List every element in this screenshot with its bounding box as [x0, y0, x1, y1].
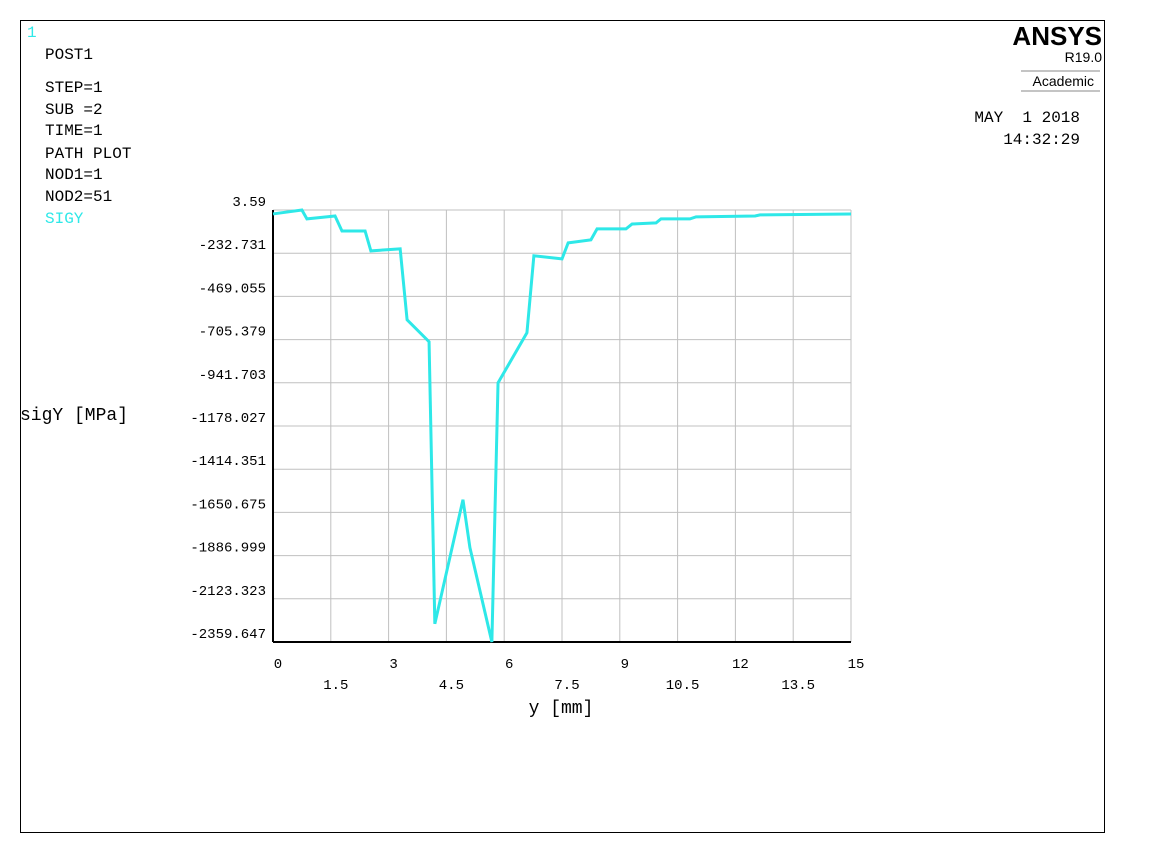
info-block: POST1 STEP=1 SUB =2 TIME=1 PATH PLOT NOD1=1 NO…	[45, 46, 131, 206]
y-tick-label: -705.379	[199, 325, 266, 341]
x-tick-label: 9	[621, 657, 629, 673]
x-tick-label: 6	[505, 657, 513, 673]
x-tick-label: 7.5	[554, 678, 579, 694]
date: MAY 1 2018	[974, 109, 1080, 127]
y-tick-label: -1178.027	[190, 411, 266, 427]
info-line: SUB =2	[45, 101, 103, 119]
x-tick-label: 13.5	[781, 678, 815, 694]
brand-version: R19.0	[1065, 49, 1103, 65]
frame	[20, 20, 1105, 833]
y-tick-label: -2123.323	[190, 584, 266, 600]
x-tick-label: 12	[732, 657, 749, 673]
x-tick-label: 0	[274, 657, 282, 673]
info-line: PATH PLOT	[45, 145, 131, 163]
brand-license: Academic	[1033, 73, 1094, 89]
brand-name: ANSYS	[1012, 21, 1102, 51]
x-tick-label: 4.5	[439, 678, 464, 694]
y-tick-label: -232.731	[199, 238, 266, 254]
y-tick-label: -1886.999	[190, 541, 266, 557]
x-tick-label: 10.5	[666, 678, 700, 694]
legend-entry: SIGY	[45, 210, 84, 228]
x-tick-label: 15	[848, 657, 865, 673]
y-tick-label: -1414.351	[190, 454, 266, 470]
y-tick-label: -1650.675	[190, 497, 266, 513]
x-tick-label: 1.5	[323, 678, 348, 694]
x-axis-label: y [mm]	[529, 699, 594, 719]
y-tick-label: -469.055	[199, 281, 266, 297]
info-line: TIME=1	[45, 122, 103, 140]
info-line: NOD1=1	[45, 166, 103, 184]
x-tick-label: 3	[389, 657, 397, 673]
y-tick-label: -941.703	[199, 368, 266, 384]
data-line	[272, 208, 852, 643]
info-line: STEP=1	[45, 79, 103, 97]
time: 14:32:29	[1003, 131, 1080, 149]
y-tick-label: -2359.647	[190, 627, 266, 643]
y-axis-label: sigY [MPa]	[20, 406, 128, 426]
info-line: POST1	[45, 46, 93, 64]
info-line: NOD2=51	[45, 188, 112, 206]
window-number: 1	[27, 24, 37, 42]
y-tick-label: 3.59	[232, 195, 266, 211]
